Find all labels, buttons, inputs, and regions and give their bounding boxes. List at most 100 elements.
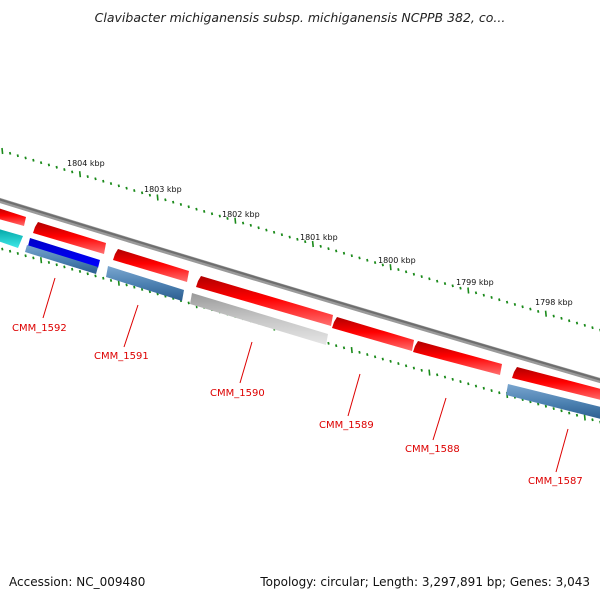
minor-tick [513,302,517,306]
gene-arrow-forward[interactable] [512,367,600,401]
leader-line-cmm-1588 [432,397,447,441]
gene-arrow-forward[interactable] [332,317,414,351]
minor-tick [125,186,128,190]
minor-tick [32,256,35,260]
minor-tick [241,221,245,225]
minor-tick [575,321,579,325]
tick-label-1799: 1799 kbp [456,278,494,287]
minor-tick [412,272,416,276]
gene-leader-lines [42,277,569,473]
minor-tick [358,256,361,260]
leader-line-cmm-1592 [42,277,56,319]
minor-tick [568,411,571,415]
minor-tick [420,275,423,279]
gene-arrow-forward[interactable] [413,341,502,375]
accession-text: Accession: NC_009480 [9,575,145,589]
minor-tick [187,205,190,209]
minor-tick [591,418,594,422]
minor-tick [552,314,555,318]
minor-tick [474,384,478,388]
gene-arrow-cyan[interactable] [0,228,23,248]
gene-label-cmm-1588[interactable]: CMM_1588 [405,444,460,455]
gene-label-cmm-1592[interactable]: CMM_1592 [12,323,67,334]
leader-line-cmm-1589 [347,373,361,417]
tick-label-1802: 1802 kbp [222,210,260,219]
minor-tick [482,293,485,297]
gene-arrow-forward[interactable] [113,249,189,282]
minor-tick [102,179,105,183]
minor-tick [443,375,447,379]
minor-tick [16,251,19,255]
major-tick [234,217,237,224]
major-tick [389,264,392,271]
gene-arrow-forward[interactable] [196,276,333,326]
minor-tick [109,182,113,186]
minor-tick [350,254,353,258]
forward-strand-genes [0,207,600,401]
gene-label-cmm-1591[interactable]: CMM_1591 [94,351,149,362]
minor-tick [451,284,454,288]
minor-tick [16,154,19,158]
minor-tick [397,362,400,366]
gene-arrow-forward[interactable] [33,222,106,254]
minor-tick [537,402,540,406]
minor-tick [366,258,369,262]
reverse-strand-genes [0,228,600,420]
genome-summary-text: Topology: circular; Length: 3,297,891 bp… [259,575,590,589]
minor-tick [358,350,361,354]
minor-tick [24,254,27,258]
minor-tick [249,223,252,227]
minor-tick [148,290,152,294]
minor-tick [560,409,563,413]
minor-tick [210,212,214,216]
minor-tick [203,209,206,213]
minor-tick [280,233,284,237]
minor-tick [86,175,89,179]
major-tick [40,257,43,264]
major-tick [156,194,159,201]
minor-tick [412,366,416,370]
minor-tick [342,346,346,350]
minor-tick [164,198,167,202]
major-tick [78,171,82,178]
minor-tick [187,301,190,305]
gene-arrow-gray[interactable] [190,293,328,345]
minor-tick [490,389,493,393]
gene-label-cmm-1589[interactable]: CMM_1589 [319,420,374,431]
tick-label-1801: 1801 kbp [300,233,338,242]
outer-position-ticks [1,147,600,332]
map-title: Clavibacter michiganensis subsp. michiga… [95,10,506,25]
minor-tick [552,407,555,411]
minor-tick [436,373,439,377]
minor-tick [218,214,221,218]
minor-tick [420,368,423,372]
minor-tick [436,279,439,283]
minor-tick [109,278,113,282]
minor-tick [133,189,136,193]
minor-tick [529,307,532,311]
leader-line-cmm-1590 [239,341,253,384]
minor-tick [304,240,307,244]
minor-tick [544,404,548,408]
minor-tick [482,386,485,390]
minor-tick [373,355,377,359]
minor-tick [288,235,291,239]
minor-tick [226,216,229,220]
gene-label-cmm-1587[interactable]: CMM_1587 [528,476,583,487]
major-tick [544,310,547,317]
gene-label-cmm-1590[interactable]: CMM_1590 [210,388,265,399]
gene-arrow-forward[interactable] [0,207,26,226]
gene-arrow-dark-blue[interactable] [28,238,100,268]
gene-arrow-reverse[interactable] [25,245,98,274]
minor-tick [498,391,501,395]
minor-tick [342,251,346,255]
minor-tick [117,184,120,188]
gene-arrow-reverse[interactable] [506,384,600,420]
minor-tick [257,226,260,230]
minor-tick [451,377,454,381]
gene-arrow-reverse[interactable] [106,266,184,301]
minor-tick [172,200,175,204]
minor-tick [404,364,408,368]
major-tick [428,369,431,376]
